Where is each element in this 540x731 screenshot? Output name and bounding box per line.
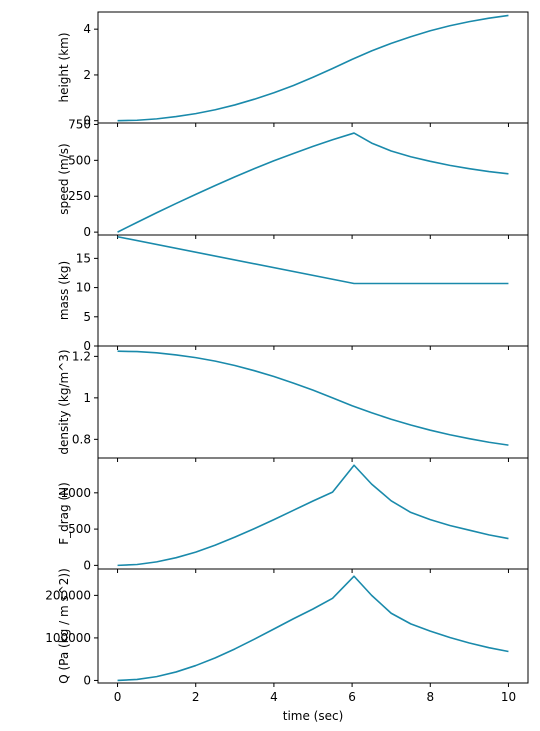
y-tick-label: 250	[68, 189, 91, 203]
y-tick-label: 10	[76, 281, 91, 295]
x-axis-label: time (sec)	[283, 709, 344, 723]
y-tick-label: 0	[83, 339, 91, 353]
y-tick-label: 750	[68, 117, 91, 131]
y-axis-label: mass (kg)	[57, 261, 71, 320]
y-tick-label: 1	[83, 391, 91, 405]
series-line	[117, 235, 509, 285]
y-tick-label: 5	[83, 310, 91, 324]
y-axis-label: Q (Pa (kg / m s^2))	[57, 568, 71, 684]
series-line	[117, 350, 509, 446]
subplot-2: 0 250 500 750 speed (m/s)	[57, 117, 529, 239]
x-tick-label: 10	[501, 690, 516, 704]
x-tick-label: 0	[114, 690, 122, 704]
y-axis-label: F_drag (N)	[57, 482, 71, 545]
series-line	[117, 14, 509, 122]
y-tick-label: 1.2	[72, 349, 91, 363]
y-tick-label: 4	[83, 22, 91, 36]
series-line	[117, 464, 509, 567]
series-line	[117, 132, 509, 233]
y-tick-label: 500	[68, 153, 91, 167]
y-axis-label: density (kg/m^3)	[57, 349, 71, 454]
y-tick-label: 0	[83, 114, 91, 128]
x-tick-label: 4	[270, 690, 278, 704]
y-tick-label: 1000	[60, 486, 91, 500]
y-tick-label: 0	[83, 558, 91, 572]
subplot-3: 0 5 10 15 mass (kg)	[57, 234, 529, 353]
y-axis-label: height (km)	[57, 32, 71, 102]
y-tick-label: 100000	[45, 631, 91, 645]
y-tick-label: 2	[83, 68, 91, 82]
y-axis-label: speed (m/s)	[57, 143, 71, 214]
y-tick-label: 15	[76, 251, 91, 265]
series-line	[117, 575, 509, 682]
y-tick-label: 0	[83, 225, 91, 239]
y-tick-label: 500	[68, 522, 91, 536]
y-tick-label: 0.8	[72, 432, 91, 446]
x-tick-label: 8	[426, 690, 434, 704]
x-tick-label: 2	[192, 690, 200, 704]
x-tick-label: 6	[348, 690, 356, 704]
axes-frame	[97, 568, 529, 684]
y-tick-label: 200000	[45, 588, 91, 602]
y-tick-label: 0	[83, 673, 91, 687]
